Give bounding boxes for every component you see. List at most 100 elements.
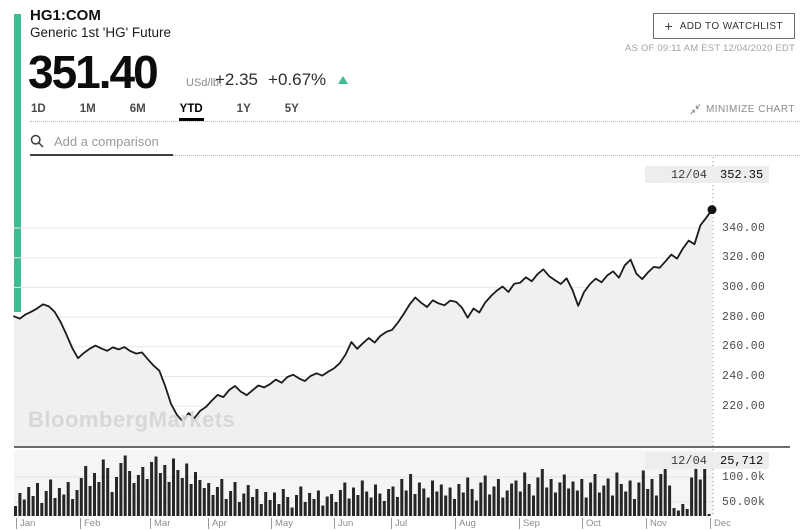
volume-bar [532,495,535,516]
volume-bar [180,478,184,516]
tab-6m[interactable]: 6M [129,103,146,115]
volume-bar [101,459,105,516]
volume-bar [338,490,342,516]
volume-bar [624,491,628,516]
volume-bar [154,456,158,516]
x-axis-label: Mar [150,518,170,529]
volume-bar [44,491,48,516]
y-axis-tick: 280.00 [722,310,766,324]
volume-bar [549,479,553,516]
volume-bar [567,488,571,516]
volume-bar [650,479,654,516]
volume-bar [448,487,452,516]
volume-bar [106,468,110,516]
volume-bar [211,495,215,516]
volume-bar [409,474,413,516]
volume-bar [224,499,228,516]
volume-bar [136,475,140,516]
y-axis-tick: 340.00 [722,221,766,235]
volume-bar [707,514,711,516]
as-of-timestamp: AS OF 09:11 AM EST 12/04/2020 EDT [625,43,795,54]
volume-bar [391,486,395,516]
price-line [13,208,713,423]
x-axis-label: Nov [646,518,667,529]
volume-bar [97,482,101,516]
volume-bar [540,469,544,516]
volume-bar [431,480,434,516]
y-axis-tick: 320.00 [722,251,766,265]
volume-bar [158,473,162,516]
tab-1m[interactable]: 1M [79,103,96,115]
volume-bar [251,497,255,516]
volume-bar [474,500,478,516]
crosshair-price-value: 352.35 [720,167,764,182]
volume-bar [597,492,601,516]
tab-ytd[interactable]: YTD [179,99,204,121]
bloomberg-watermark: BloombergMarkets [28,407,236,432]
volume-bar [40,503,44,516]
volume-bar [194,472,197,516]
security-name: Generic 1st 'HG' Future [30,25,171,40]
volume-bar [150,462,154,516]
volume-bar [562,474,566,516]
volume-bar [207,483,211,516]
volume-bar [343,482,347,516]
volume-bar [79,478,83,516]
volume-bar [167,482,171,516]
volume-bar [606,478,610,516]
volume-bar [663,467,667,516]
volume-bar [681,504,685,516]
volume-bar [510,483,514,516]
volume-bar [536,477,540,516]
volume-bar [589,482,593,516]
price-unit: USd/lb. [186,77,223,89]
tab-1y[interactable]: 1Y [236,103,251,115]
volume-bar [281,489,285,516]
volume-bar [382,501,386,516]
volume-bar [545,487,549,516]
range-tabs: 1D 1M 6M YTD 1Y 5Y [30,99,800,122]
volume-bar [27,487,31,516]
comparison-input[interactable] [52,132,166,150]
volume-bar [435,491,439,516]
volume-bar [303,502,307,516]
tab-5y[interactable]: 5Y [284,103,299,115]
volume-bar [637,482,641,516]
volume-bar [242,493,246,516]
tab-1d[interactable]: 1D [31,103,46,115]
volume-bar [365,491,369,516]
volume-bar [378,493,382,516]
volume-bar [185,463,189,516]
volume-bar [128,471,132,516]
volume-bar [514,480,518,516]
x-axis-label: Apr [208,518,227,529]
volume-bar [84,466,88,516]
volume-bar [330,494,334,516]
volume-bar [334,502,338,516]
volume-bar [141,467,145,516]
y-axis-tick: 220.00 [722,399,766,413]
volume-bar [299,486,303,516]
volume-bar [496,479,500,516]
volume-bar [470,489,474,516]
y-axis-tick: 300.00 [722,280,766,294]
crosshair-volume-value: 25,712 [720,453,764,468]
volume-bar [229,491,233,516]
comparison-search-box[interactable] [30,128,173,156]
volume-bar [444,495,448,516]
volume-bar [36,483,39,516]
minimize-chart-button[interactable]: MINIMIZE CHART [690,104,795,115]
add-to-watchlist-button[interactable]: + ADD TO WATCHLIST [652,13,795,39]
volume-bar [685,509,689,516]
volume-bar [264,492,268,516]
price-area-fill [14,209,712,447]
search-icon [30,134,44,148]
volume-bar [558,482,562,516]
volume-bar [417,482,421,516]
volume-bar [290,507,294,516]
volume-bar [457,484,461,516]
volume-bar [202,488,206,516]
volume-bar [352,487,355,516]
volume-bar [286,497,290,516]
